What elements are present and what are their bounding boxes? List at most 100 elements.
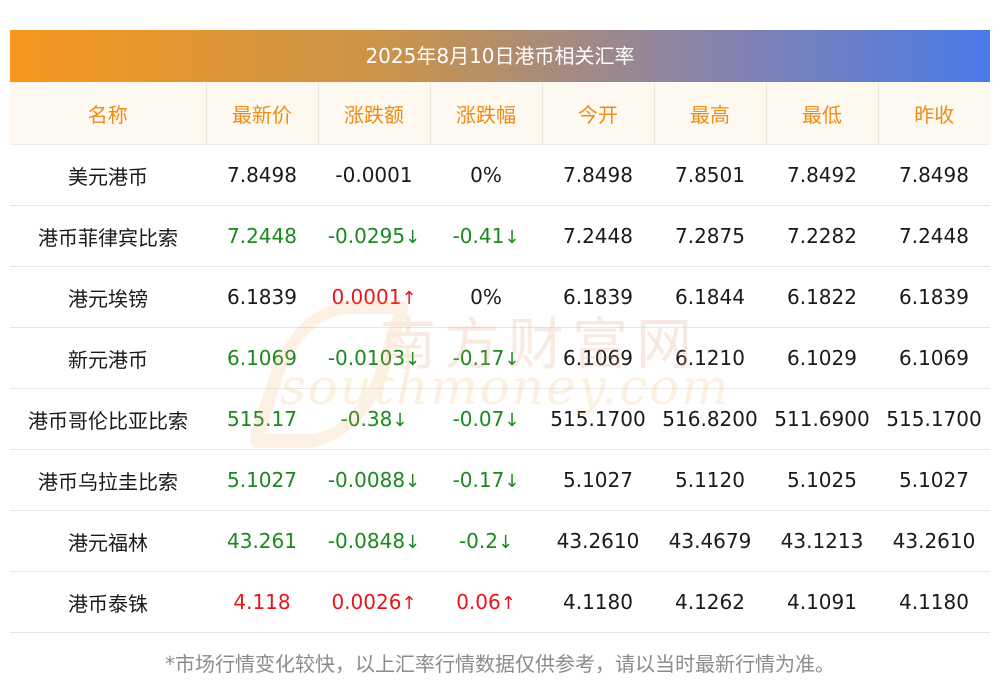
cell-name: 美元港币 <box>10 144 206 206</box>
header-change: 涨跌额 <box>318 82 431 145</box>
cell-change-pct: -0.17↓ <box>430 449 542 511</box>
table-row: 美元港币 7.8498 -0.0001 0% 7.8498 7.8501 7.8492 7.8… <box>10 144 990 206</box>
cell-change-pct-value: 0% <box>470 285 502 309</box>
cell-open: 6.1839 <box>542 266 654 328</box>
cell-open-value: 7.2448 <box>563 224 633 248</box>
cell-prev-close-value: 7.8498 <box>899 163 969 187</box>
table-row: 港币哥伦比亚比索 515.17 -0.38↓ -0.07↓ 515.1700 516.82… <box>10 388 990 450</box>
cell-low-value: 7.8492 <box>787 163 857 187</box>
cell-name: 港币菲律宾比索 <box>10 205 206 267</box>
header-change-pct: 涨跌幅 <box>430 82 543 145</box>
cell-latest-value: 515.17 <box>227 407 297 431</box>
cell-high: 5.1120 <box>654 449 766 511</box>
cell-high-value: 43.4679 <box>668 529 752 553</box>
cell-latest-value: 6.1839 <box>227 285 297 309</box>
cell-prev-close: 43.2610 <box>878 510 990 572</box>
cell-open-value: 6.1839 <box>563 285 633 309</box>
cell-high: 6.1210 <box>654 327 766 389</box>
cell-low: 4.1091 <box>766 571 878 633</box>
cell-high-value: 516.8200 <box>662 407 758 431</box>
cell-prev-close-value: 4.1180 <box>899 590 969 614</box>
cell-high: 4.1262 <box>654 571 766 633</box>
cell-change-value: -0.0848 <box>327 529 406 553</box>
cell-change: -0.0103↓ <box>318 327 430 389</box>
arrow-up-icon: ↑ <box>401 288 417 309</box>
cell-low-value: 43.1213 <box>780 529 864 553</box>
cell-change-pct-value: 0.06 <box>456 590 501 614</box>
cell-prev-close: 5.1027 <box>878 449 990 511</box>
disclaimer-footnote: *市场行情变化较快，以上汇率行情数据仅供参考，请以当时最新行情为准。 <box>165 652 835 676</box>
cell-change-value: -0.0295 <box>327 224 406 248</box>
cell-prev-close: 515.1700 <box>878 388 990 450</box>
cell-change-pct-value: -0.07 <box>452 407 505 431</box>
cell-name: 港币泰铢 <box>10 571 206 633</box>
cell-low: 6.1029 <box>766 327 878 389</box>
exchange-rate-table: 名称 最新价 涨跌额 涨跌幅 今开 最高 最低 昨收 美元港币 7.8498 -0.… <box>10 82 990 633</box>
cell-open-value: 4.1180 <box>563 590 633 614</box>
cell-name: 港币乌拉圭比索 <box>10 449 206 511</box>
cell-prev-close-value: 515.1700 <box>886 407 982 431</box>
cell-prev-close: 4.1180 <box>878 571 990 633</box>
cell-prev-close: 6.1839 <box>878 266 990 328</box>
cell-name-value: 港币菲律宾比索 <box>38 225 178 250</box>
cell-change: -0.0088↓ <box>318 449 430 511</box>
cell-latest: 5.1027 <box>206 449 318 511</box>
cell-name-value: 港币泰铢 <box>68 591 148 616</box>
cell-latest: 6.1839 <box>206 266 318 328</box>
cell-prev-close: 6.1069 <box>878 327 990 389</box>
table-row: 港元埃镑 6.1839 0.0001↑ 0% 6.1839 6.1844 6.1822 6.1… <box>10 266 990 328</box>
cell-low: 511.6900 <box>766 388 878 450</box>
cell-change-pct-value: -0.2 <box>458 529 498 553</box>
cell-change-pct-value: -0.17 <box>452 468 505 492</box>
cell-open-value: 6.1069 <box>563 346 633 370</box>
cell-latest-value: 6.1069 <box>227 346 297 370</box>
cell-name-value: 港元福林 <box>68 530 148 555</box>
arrow-up-icon: ↑ <box>500 593 516 614</box>
cell-open: 5.1027 <box>542 449 654 511</box>
cell-prev-close: 7.8498 <box>878 144 990 206</box>
cell-prev-close-value: 7.2448 <box>899 224 969 248</box>
cell-prev-close-value: 5.1027 <box>899 468 969 492</box>
cell-latest: 4.118 <box>206 571 318 633</box>
table-row: 新元港币 6.1069 -0.0103↓ -0.17↓ 6.1069 6.1210 6.10… <box>10 327 990 389</box>
cell-change: 0.0026↑ <box>318 571 430 633</box>
cell-latest: 6.1069 <box>206 327 318 389</box>
arrow-down-icon: ↓ <box>497 532 514 553</box>
cell-latest-value: 43.261 <box>227 529 297 553</box>
header-prev-close: 昨收 <box>878 82 990 145</box>
cell-change-value: -0.0088 <box>327 468 406 492</box>
table-row: 港元福林 43.261 -0.0848 ↓ -0.2↓ 43.2610 43.4679 43.… <box>10 510 990 572</box>
cell-prev-close-value: 6.1069 <box>899 346 969 370</box>
cell-name-value: 港币哥伦比亚比索 <box>28 408 188 433</box>
cell-name-value: 美元港币 <box>68 164 148 189</box>
cell-prev-close: 7.2448 <box>878 205 990 267</box>
cell-open-value: 5.1027 <box>563 468 633 492</box>
cell-prev-close-value: 43.2610 <box>892 529 976 553</box>
cell-low: 5.1025 <box>766 449 878 511</box>
cell-low-value: 4.1091 <box>787 590 857 614</box>
header-low: 最低 <box>766 82 879 145</box>
arrow-down-icon: ↓ <box>405 227 421 248</box>
cell-name-value: 港币乌拉圭比索 <box>38 469 178 494</box>
table-header-row: 名称 最新价 涨跌额 涨跌幅 今开 最高 最低 昨收 <box>10 82 990 145</box>
cell-high-value: 6.1844 <box>675 285 745 309</box>
cell-change: -0.0295↓ <box>318 205 430 267</box>
cell-low: 7.8492 <box>766 144 878 206</box>
cell-change: -0.0001 <box>318 144 430 206</box>
cell-high-value: 7.2875 <box>675 224 745 248</box>
cell-prev-close-value: 6.1839 <box>899 285 969 309</box>
cell-name-value: 新元港币 <box>68 347 148 372</box>
cell-change-pct: -0.2↓ <box>430 510 542 572</box>
cell-low-value: 6.1029 <box>787 346 857 370</box>
cell-high: 516.8200 <box>654 388 766 450</box>
cell-change: -0.38↓ <box>318 388 430 450</box>
cell-change-pct: -0.17↓ <box>430 327 542 389</box>
cell-latest: 43.261 <box>206 510 318 572</box>
cell-low: 6.1822 <box>766 266 878 328</box>
cell-name-value: 港元埃镑 <box>68 286 148 311</box>
table-row: 港币泰铢 4.118 0.0026↑ 0.06↑ 4.1180 4.1262 4.1091 4… <box>10 571 990 633</box>
header-name: 名称 <box>10 82 207 145</box>
cell-high: 7.2875 <box>654 205 766 267</box>
cell-name: 新元港币 <box>10 327 206 389</box>
header-high: 最高 <box>654 82 767 145</box>
